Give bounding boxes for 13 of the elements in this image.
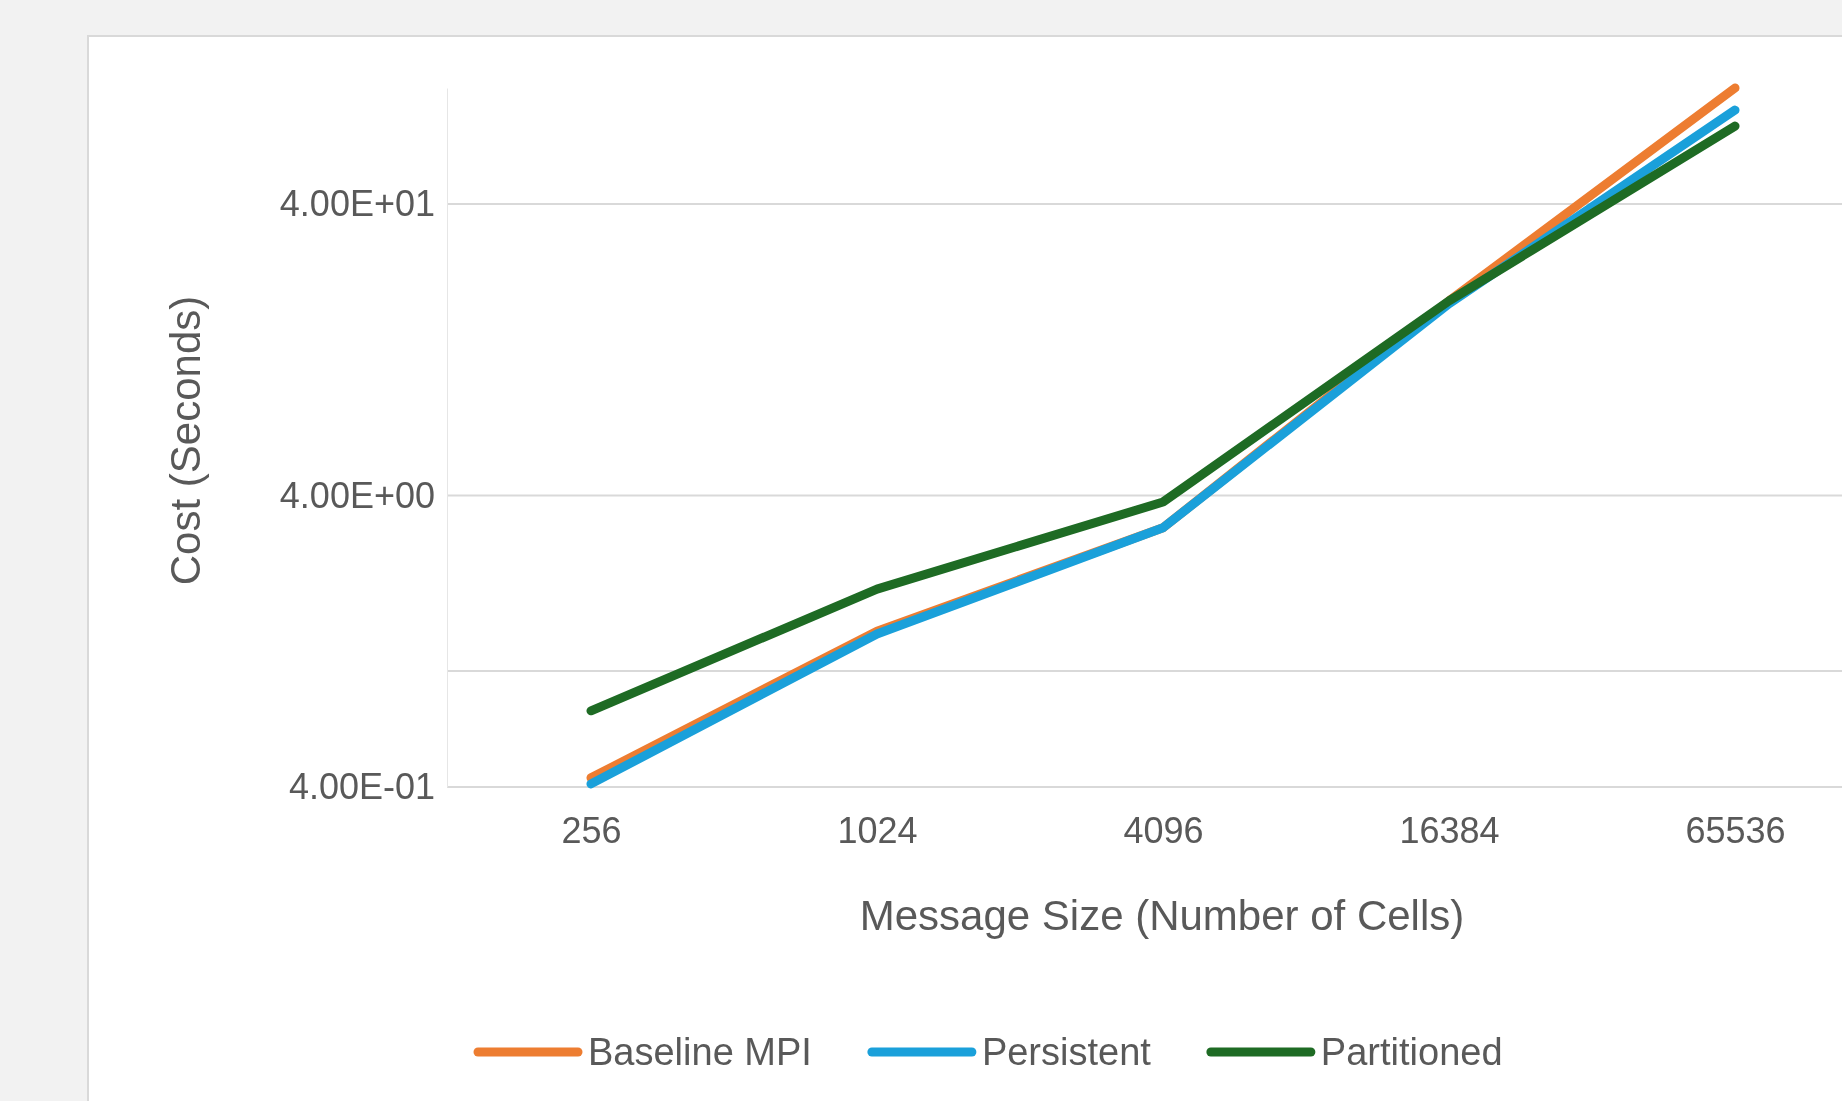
y-tick-label: 4.00E+01: [279, 183, 435, 225]
x-tick-label: 65536: [1685, 809, 1786, 851]
y-tick-label: 4.00E-01: [288, 766, 435, 808]
y-axis-title: Cost (Seconds): [162, 295, 209, 586]
x-tick-label: 4096: [1123, 809, 1204, 851]
x-axis-title: Message Size (Number of Cells): [859, 892, 1465, 939]
y-tick-label: 4.00E+00: [279, 474, 435, 516]
x-tick-label: 256: [561, 809, 622, 851]
x-tick-label: 16384: [1399, 809, 1500, 851]
legend-label: Partitioned: [1320, 1031, 1503, 1073]
legend-label: Baseline MPI: [588, 1031, 812, 1073]
legend-label: Persistent: [981, 1031, 1152, 1073]
x-tick-label: 1024: [837, 809, 918, 851]
